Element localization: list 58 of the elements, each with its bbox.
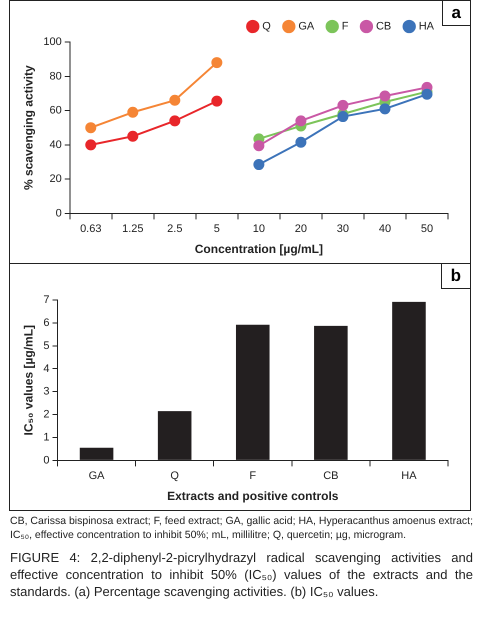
point xyxy=(379,103,390,114)
legend-label: CB xyxy=(376,20,392,33)
point xyxy=(169,115,180,126)
y-tick-label: 2 xyxy=(43,408,50,421)
caption: FIGURE 4: 2,2-diphenyl-2-picrylhydrazyl radical scavenging activities and effective concentration to inhibit 50% (IC₅₀) values of the extracts and the standards. (a) Percentage scavenging activities. (b) IC₅₀ values. xyxy=(10,550,473,601)
point xyxy=(295,115,306,126)
x-tick-label: 5 xyxy=(214,223,220,236)
point xyxy=(337,111,348,122)
x-axis-title: Concentration [µg/mL] xyxy=(194,242,323,256)
y-tick-label: 6 xyxy=(43,316,50,329)
point xyxy=(253,140,264,152)
x-tick-label: 2.5 xyxy=(167,223,182,236)
x-tick-label: HA xyxy=(401,470,418,482)
x-tick-label: GA xyxy=(88,470,106,482)
legend-label: HA xyxy=(418,20,435,33)
y-tick-label: 20 xyxy=(50,173,62,186)
y-tick-label: 4 xyxy=(43,362,50,375)
point xyxy=(421,88,432,100)
y-tick-label: 0 xyxy=(43,454,50,466)
text: CB, Carissa bispinosa extract; F, feed extract; GA, gallic acid; HA, Hyperacanthus amoenus extract; IC₅₀, effective concentration to inhibit 50%; mL, millilitre; Q, quercetin; µg, microgram. xyxy=(10,515,473,542)
y-axis-title: IC₅₀ values [µg/mL] xyxy=(22,324,36,436)
y-tick-label: 7 xyxy=(43,294,50,306)
x-tick-label: 50 xyxy=(420,223,434,236)
point xyxy=(127,130,138,142)
y-tick-label: 80 xyxy=(50,70,62,82)
y-axis-title: % scavenging activity xyxy=(22,65,36,190)
point xyxy=(127,106,138,118)
x-tick-label: 30 xyxy=(336,223,350,236)
y-tick-label: 3 xyxy=(43,386,50,398)
x-tick-label: F xyxy=(249,470,256,482)
x-tick-label: CB xyxy=(323,470,338,482)
legend-label: Q xyxy=(262,20,272,33)
y-tick-label: 1 xyxy=(43,432,50,444)
point xyxy=(85,122,96,134)
point xyxy=(211,96,222,107)
x-axis-title: Extracts and positive controls xyxy=(167,489,339,504)
x-tick-label: 40 xyxy=(378,223,392,236)
x-tick-label: 20 xyxy=(294,223,308,236)
y-tick-label: 40 xyxy=(50,138,62,151)
text: b xyxy=(440,264,470,289)
x-tick-label: 0.63 xyxy=(80,223,102,236)
y-tick-label: 60 xyxy=(50,104,62,117)
x-tick-label: 10 xyxy=(252,223,265,236)
point xyxy=(337,100,348,111)
legend-label: F xyxy=(342,20,349,33)
point xyxy=(169,94,180,106)
x-tick-label: 1.25 xyxy=(122,223,144,236)
legend-label: GA xyxy=(298,20,315,33)
point xyxy=(211,57,222,68)
y-tick-label: 0 xyxy=(56,207,62,220)
point xyxy=(85,139,96,150)
point xyxy=(253,159,264,170)
y-tick-label: 100 xyxy=(43,36,62,48)
point xyxy=(295,136,306,148)
y-tick-label: 5 xyxy=(43,340,50,352)
text: a xyxy=(442,1,470,26)
x-tick-label: Q xyxy=(170,470,180,482)
point xyxy=(379,90,390,102)
